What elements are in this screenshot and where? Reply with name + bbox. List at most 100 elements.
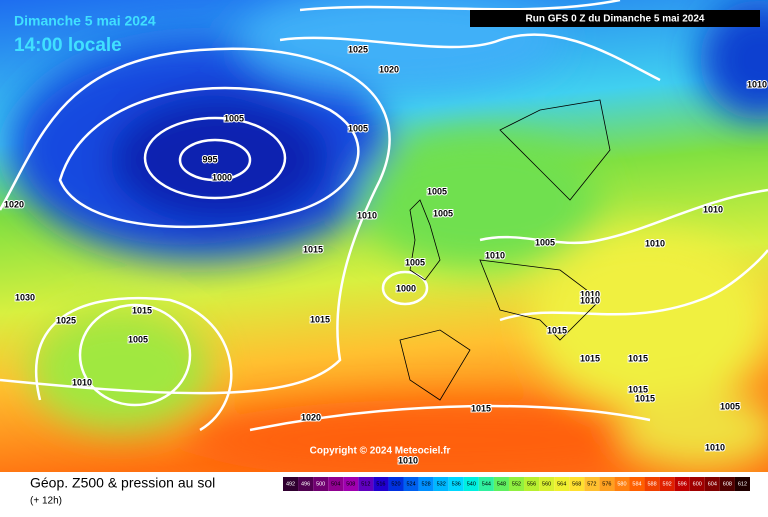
legend-value: 608 xyxy=(723,481,732,487)
isobar-label: 1010 xyxy=(485,250,505,260)
legend-swatch xyxy=(674,477,690,491)
isobar-label: 1020 xyxy=(379,64,399,74)
legend-swatch xyxy=(463,477,479,491)
isobar-label: 1020 xyxy=(4,199,24,209)
isobar-label: 1015 xyxy=(471,403,491,413)
isobar-label: 1005 xyxy=(720,401,740,411)
legend-value: 548 xyxy=(497,481,506,487)
isobar-label: 1005 xyxy=(535,237,555,247)
legend-swatch xyxy=(659,477,675,491)
legend-value: 528 xyxy=(422,481,431,487)
isobar-label: 1025 xyxy=(348,44,368,54)
legend-swatch xyxy=(508,477,525,491)
legend-swatch xyxy=(373,477,389,491)
legend-value: 492 xyxy=(286,481,295,487)
isobar-label: 1010 xyxy=(747,79,767,89)
isobar-label: 1000 xyxy=(212,172,232,182)
isobar-label: 1015 xyxy=(132,305,152,315)
legend-value: 516 xyxy=(376,481,385,487)
legend-swatch xyxy=(584,477,600,491)
legend-swatch xyxy=(388,477,404,491)
legend-value: 568 xyxy=(572,481,581,487)
field-shading xyxy=(10,0,768,480)
legend-value: 560 xyxy=(542,481,551,487)
legend-value: 612 xyxy=(738,481,747,487)
isobar-label: 1010 xyxy=(645,238,665,248)
isobar-label: 1005 xyxy=(128,334,148,344)
isobar-label: 1000 xyxy=(396,283,416,293)
legend-swatch xyxy=(448,477,464,491)
legend-swatch xyxy=(644,477,660,491)
legend-value: 592 xyxy=(663,481,672,487)
isobar-label: 1025 xyxy=(56,315,76,325)
coastlines xyxy=(399,99,611,401)
legend-value: 588 xyxy=(647,481,656,487)
legend-swatch xyxy=(478,477,494,491)
isobar-label: 1005 xyxy=(433,208,453,218)
isobar-label: 1010 xyxy=(580,289,600,299)
legend-subtitle: (+ 12h) xyxy=(30,496,62,507)
legend-value: 512 xyxy=(361,481,370,487)
color-legend: 492 496 500 504 508 512 516 520 524 528 532 536 540 5… xyxy=(283,477,750,491)
legend-swatch xyxy=(734,477,750,491)
legend-swatch xyxy=(689,477,705,491)
isobar-labels: 1025102010059951000100510201005100510101… xyxy=(3,43,768,466)
copyright: Copyright © 2024 Meteociel.fr xyxy=(310,446,451,457)
legend-value: 600 xyxy=(693,481,702,487)
isobar-label: 1010 xyxy=(580,295,600,305)
legend-swatch xyxy=(704,477,720,491)
legend-swatch xyxy=(328,477,344,491)
legend-value: 552 xyxy=(512,481,521,487)
isobar-label: 1015 xyxy=(628,384,648,394)
legend-swatch xyxy=(358,477,374,491)
legend-value: 532 xyxy=(437,481,446,487)
legend-swatch xyxy=(719,477,735,491)
isobar-label: 1015 xyxy=(635,393,655,403)
legend-swatch xyxy=(343,477,359,491)
legend-value: 504 xyxy=(331,481,340,487)
run-box xyxy=(470,10,760,27)
isobar-label: 995 xyxy=(202,154,217,164)
isobars xyxy=(0,0,768,430)
legend-title: Géop. Z500 & pression au sol xyxy=(30,475,215,491)
isobar-label: 1010 xyxy=(357,210,377,220)
legend-value: 500 xyxy=(316,481,325,487)
legend-swatch xyxy=(524,477,540,491)
isobar-label: 1005 xyxy=(427,186,447,196)
legend-swatch xyxy=(569,477,585,491)
isobar-label: 1015 xyxy=(580,353,600,363)
isobar-label: 1015 xyxy=(303,244,323,254)
isobar-label: 1010 xyxy=(703,204,723,214)
run-info: Run GFS 0 Z du Dimanche 5 mai 2024 xyxy=(526,14,705,25)
legend-value: 556 xyxy=(527,481,536,487)
legend-value: 580 xyxy=(617,481,626,487)
isobar-label: 1015 xyxy=(547,325,567,335)
date: Dimanche 5 mai 2024 xyxy=(14,13,156,29)
legend-swatch xyxy=(403,477,419,491)
isobar-label: 1010 xyxy=(398,455,418,465)
legend-swatch xyxy=(614,477,630,491)
legend-swatch xyxy=(629,477,645,491)
isobar-label: 1010 xyxy=(72,377,92,387)
legend-value: 584 xyxy=(632,481,641,487)
legend-value: 520 xyxy=(391,481,400,487)
legend-swatch xyxy=(433,477,449,491)
isobar-label: 1015 xyxy=(310,314,330,324)
legend-value: 604 xyxy=(708,481,717,487)
isobar-label: 1005 xyxy=(348,123,368,133)
legend-swatch xyxy=(283,477,299,491)
legend-value: 496 xyxy=(301,481,310,487)
isobar-label: 1015 xyxy=(628,353,648,363)
legend-value: 576 xyxy=(602,481,611,487)
legend-value: 596 xyxy=(678,481,687,487)
legend-value: 524 xyxy=(406,481,415,487)
isobar-label: 1010 xyxy=(705,442,725,452)
legend-value: 540 xyxy=(467,481,476,487)
isobar-label: 1030 xyxy=(15,292,35,302)
legend-swatch xyxy=(298,477,314,491)
legend-value: 544 xyxy=(482,481,491,487)
legend-swatch xyxy=(418,477,434,491)
isobar-label: 1005 xyxy=(405,257,425,267)
legend-value: 572 xyxy=(587,481,596,487)
legend-swatch xyxy=(493,477,509,491)
